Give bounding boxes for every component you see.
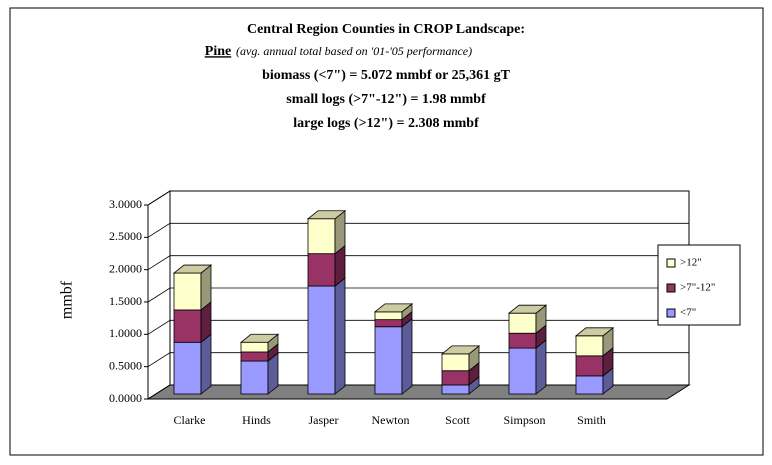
legend-label: <7"	[680, 307, 696, 319]
bar-segment	[575, 355, 604, 377]
chart-title: Central Region Counties in CROP Landscap…	[247, 22, 525, 37]
y-tick-label: 1.5000	[109, 294, 142, 308]
x-tick-label: Smith	[577, 413, 606, 427]
bar-segment	[575, 335, 604, 357]
annotation: small logs (>7"-12") = 1.98 mmbf	[286, 92, 486, 107]
bar-segment	[173, 309, 202, 343]
legend-label: >7"-12"	[680, 282, 715, 294]
bar-top	[172, 264, 213, 274]
bar-segment	[374, 311, 403, 321]
x-tick-label: Newton	[372, 413, 410, 427]
grid-line	[147, 255, 689, 271]
y-tick-label: 1.0000	[109, 326, 142, 340]
y-tick-label: 0.5000	[109, 358, 142, 372]
bar-segment	[508, 312, 537, 334]
annotation: biomass (<7") = 5.072 mmbf or 25,361 gT	[262, 68, 511, 83]
bar-segment	[240, 360, 269, 395]
bar-segment	[441, 353, 470, 372]
y-tick-label: 0.0000	[109, 391, 142, 405]
bar-segment	[374, 319, 403, 328]
bar-side	[200, 333, 212, 395]
x-tick-label: Hinds	[242, 413, 271, 427]
bar-side	[535, 339, 547, 395]
bar-segment	[307, 218, 336, 255]
y-axis-label: mmbf	[59, 280, 76, 319]
legend-swatch	[666, 258, 676, 268]
bar-segment	[441, 370, 470, 386]
bar-segment	[508, 347, 537, 395]
grid-line	[147, 287, 689, 303]
annotation: large logs (>12") = 2.308 mmbf	[293, 116, 479, 131]
bar-top	[574, 327, 615, 337]
bar-segment	[240, 351, 269, 362]
y-tick-label: 3.0000	[109, 197, 142, 211]
x-tick-label: Scott	[445, 413, 470, 427]
subtitle: (avg. annual total based on '01-'05 perf…	[236, 44, 472, 58]
bar-top	[373, 303, 414, 313]
bar-side	[401, 317, 413, 395]
bar-segment	[307, 253, 336, 287]
bar-segment	[508, 332, 537, 349]
bar-top	[306, 210, 347, 220]
bar-segment	[173, 341, 202, 395]
bar-segment	[575, 375, 604, 395]
grid-line	[147, 190, 689, 206]
bar-segment	[374, 326, 403, 395]
bar-top	[440, 345, 481, 355]
legend-swatch	[666, 308, 676, 318]
bar-top	[239, 333, 280, 343]
legend-swatch	[666, 283, 676, 293]
y-tick-label: 2.5000	[109, 229, 142, 243]
bar-top	[507, 304, 548, 314]
grid-line	[147, 222, 689, 238]
bar-segment	[441, 384, 470, 395]
x-tick-label: Clarke	[174, 413, 206, 427]
bar-segment	[173, 272, 202, 311]
x-tick-label: Jasper	[309, 413, 339, 427]
bar-side	[334, 277, 346, 395]
legend-label: >12"	[680, 257, 702, 269]
bar-segment	[307, 285, 336, 395]
x-tick-label: Simpson	[503, 413, 545, 427]
bar-segment	[240, 341, 269, 353]
y-tick-label: 2.0000	[109, 261, 142, 275]
subtitle-label: Pine	[205, 44, 231, 59]
